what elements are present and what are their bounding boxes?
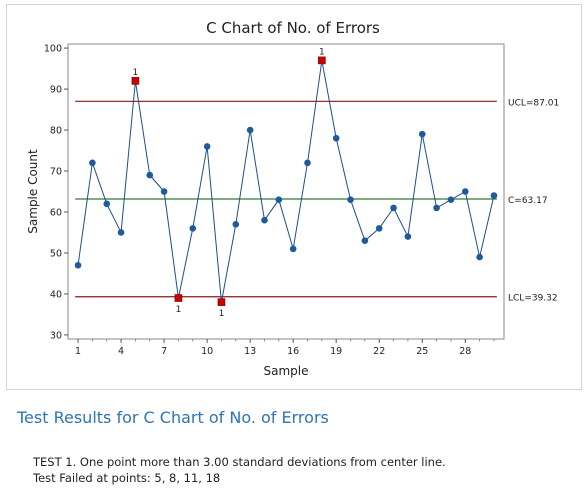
- data-point: [103, 200, 111, 208]
- failed-point-label: 1: [319, 47, 325, 57]
- control-line-label: UCL=87.01: [508, 98, 559, 108]
- x-axis-label: Sample: [264, 364, 309, 378]
- data-point: [390, 204, 397, 212]
- failed-point-label: 1: [219, 309, 225, 319]
- data-point: [146, 171, 154, 179]
- data-point: [117, 229, 125, 236]
- y-tick-label: 60: [50, 207, 62, 218]
- data-point: [189, 225, 197, 232]
- failed-point: [131, 77, 140, 85]
- data-point: [160, 188, 168, 195]
- y-tick-label: 40: [50, 289, 62, 300]
- data-point: [361, 237, 369, 244]
- data-point: [332, 134, 340, 142]
- y-tick-label: 100: [44, 44, 62, 55]
- chart-panel: [6, 4, 582, 390]
- series: 1 1 1 1: [74, 47, 498, 319]
- plot-frame: [67, 43, 505, 340]
- data-point: [304, 159, 311, 167]
- x-tick-label: 10: [201, 346, 213, 357]
- failed-point-label: 1: [176, 305, 182, 315]
- x-tick-label: 25: [416, 346, 428, 357]
- x-tick-label: 28: [459, 346, 471, 357]
- data-point: [289, 245, 297, 253]
- x-tick-label: 22: [373, 346, 385, 357]
- data-point: [447, 196, 455, 203]
- data-point: [74, 261, 82, 269]
- test-results-title: Test Results for C Chart of No. of Error…: [17, 408, 329, 427]
- data-point: [275, 196, 283, 203]
- series-line: [77, 60, 495, 303]
- data-point: [418, 130, 426, 138]
- y-tick-label: 90: [50, 85, 62, 96]
- data-point: [261, 216, 268, 224]
- y-tick-label: 70: [50, 167, 62, 178]
- control-lines: UCL=87.01 C=63.17 LCL=39.32: [75, 98, 559, 304]
- data-point: [490, 192, 498, 199]
- axes: 30 40 50 60 70 80 90 100 1 4 7 10 13 16 19 22 25 28: [44, 44, 495, 357]
- chart-title: C Chart of No. of Errors: [206, 19, 380, 37]
- data-point: [246, 126, 254, 134]
- data-point: [476, 253, 483, 261]
- failed-point: [318, 56, 326, 65]
- data-point: [232, 220, 240, 228]
- data-point: [203, 143, 211, 150]
- x-tick-label: 4: [118, 346, 124, 357]
- x-tick-label: 13: [244, 346, 256, 357]
- test-failed-points: Test Failed at points: 5, 8, 11, 18: [33, 471, 221, 485]
- test-description: TEST 1. One point more than 3.00 standar…: [33, 455, 446, 469]
- y-tick-label: 30: [50, 330, 62, 341]
- y-axis-label: Sample Count: [26, 149, 40, 234]
- data-point: [347, 196, 354, 203]
- failed-point: [217, 298, 226, 306]
- data-point: [461, 188, 469, 195]
- y-tick-label: 80: [50, 126, 62, 137]
- data-point: [433, 204, 440, 212]
- data-point: [375, 225, 383, 232]
- control-line-label: LCL=39.32: [508, 294, 558, 304]
- x-tick-label: 16: [287, 346, 299, 357]
- x-tick-label: 1: [75, 346, 81, 357]
- data-point: [404, 233, 412, 240]
- y-tick-label: 50: [50, 248, 62, 259]
- x-tick-label: 19: [330, 346, 342, 357]
- c-chart: C Chart of No. of Errors Sample Count Sa…: [26, 19, 559, 378]
- x-tick-label: 7: [161, 346, 167, 357]
- control-line-label: C=63.17: [508, 196, 548, 206]
- failed-point: [174, 294, 183, 302]
- data-point: [89, 159, 96, 167]
- failed-point-label: 1: [133, 68, 139, 78]
